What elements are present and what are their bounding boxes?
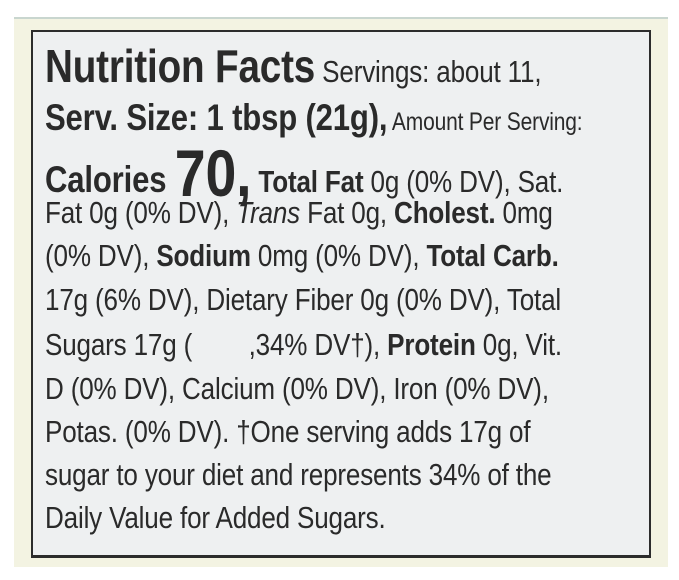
label-line: Calories 70, Total Fat 0g (0% DV), Sat. — [45, 140, 564, 206]
label-text-segment: 0g (0% DV), Sat. — [363, 164, 564, 199]
label-text-segment: Cholest. — [394, 195, 496, 230]
label-text-segment: Nutrition Facts — [45, 40, 316, 92]
label-line: Sugars 17g ( ,34% DV†), Protein 0g, Vit. — [45, 327, 562, 363]
label-text-segment: Fat 0g, — [300, 195, 395, 230]
label-text-segment: Trans — [236, 195, 301, 230]
label-text-segment: Sodium — [156, 238, 251, 273]
label-text-segment: 0g, Vit. — [475, 327, 562, 362]
label-text-segment: sugar to your diet and represents 34% of… — [45, 457, 552, 492]
label-line: Fat 0g (0% DV), Trans Fat 0g, Cholest. 0… — [45, 195, 553, 231]
label-text-segment: 0mg — [495, 195, 553, 230]
label-line: Potas. (0% DV). †One serving adds 17g of — [45, 414, 531, 450]
label-text-segment: D (0% DV), Calcium (0% DV), Iron (0% DV)… — [45, 371, 549, 406]
label-line: Nutrition Facts Servings: about 11, — [45, 43, 542, 90]
label-line: sugar to your diet and represents 34% of… — [45, 457, 552, 493]
nutrition-facts-box — [31, 30, 651, 558]
label-text-segment: Fat 0g (0% DV), — [45, 195, 237, 230]
label-text-segment: (0% DV), — [45, 238, 157, 273]
label-line: D (0% DV), Calcium (0% DV), Iron (0% DV)… — [45, 371, 549, 407]
label-text-segment: Calories — [45, 159, 175, 200]
label-line: (0% DV), Sodium 0mg (0% DV), Total Carb. — [45, 238, 559, 274]
label-line: Serv. Size: 1 tbsp (21g), Amount Per Ser… — [45, 97, 583, 140]
label-text-segment: Servings: about 11, — [315, 54, 542, 89]
label-line: 17g (6% DV), Dietary Fiber 0g (0% DV), T… — [45, 282, 561, 318]
label-text-segment: Amount Per Serving: — [387, 108, 583, 136]
label-text-segment: Total Carb. — [426, 238, 559, 273]
label-text-segment: 70, — [174, 136, 252, 210]
label-text-segment: Protein — [387, 327, 476, 362]
label-text-segment: 0mg (0% DV), — [250, 238, 427, 273]
label-text-segment: Sugars 17g ( ,34% DV†), — [45, 327, 388, 362]
label-text-segment: Serv. Size: 1 tbsp (21g), — [45, 97, 388, 138]
label-text-segment: Daily Value for Added Sugars. — [45, 500, 386, 535]
label-line: Daily Value for Added Sugars. — [45, 500, 386, 536]
label-text-segment: 17g (6% DV), Dietary Fiber 0g (0% DV), T… — [45, 282, 562, 317]
label-text-segment: Potas. (0% DV). †One serving adds 17g of — [45, 414, 531, 449]
label-text-segment: Total Fat — [251, 164, 364, 199]
